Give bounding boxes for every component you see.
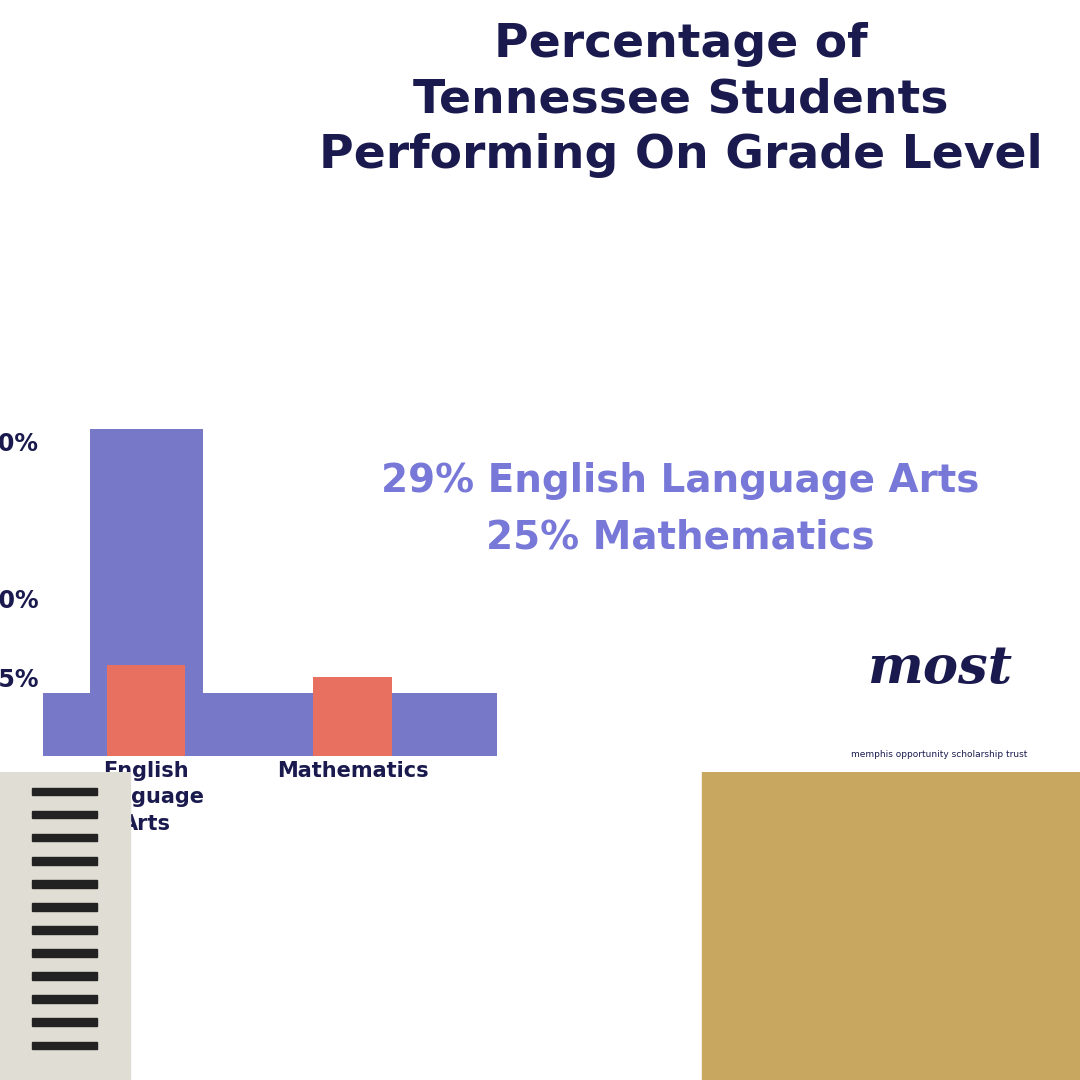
Bar bbox=[32, 927, 97, 934]
Text: memphis opportunity scholarship trust: memphis opportunity scholarship trust bbox=[851, 751, 1028, 759]
Bar bbox=[32, 787, 97, 795]
Bar bbox=[32, 1018, 97, 1026]
Bar bbox=[32, 880, 97, 888]
Bar bbox=[702, 772, 1080, 1080]
Bar bbox=[43, 693, 497, 756]
Bar bbox=[32, 972, 97, 980]
Bar bbox=[32, 834, 97, 841]
Text: Math: Math bbox=[566, 917, 622, 935]
Bar bbox=[313, 677, 392, 756]
Bar bbox=[32, 949, 97, 957]
Bar bbox=[32, 1041, 97, 1050]
Text: most: most bbox=[867, 644, 1012, 694]
Text: 29% English Language Arts
25% Mathematics: 29% English Language Arts 25% Mathematic… bbox=[381, 462, 980, 556]
Bar bbox=[296, 693, 409, 756]
Bar bbox=[32, 811, 97, 819]
Bar bbox=[90, 429, 203, 756]
Bar bbox=[32, 996, 97, 1003]
Bar bbox=[32, 903, 97, 910]
Bar bbox=[0, 772, 130, 1080]
Text: Percentage of
Tennessee Students
Performing On Grade Level: Percentage of Tennessee Students Perform… bbox=[319, 22, 1042, 177]
Bar bbox=[32, 856, 97, 864]
Bar bbox=[107, 665, 186, 756]
